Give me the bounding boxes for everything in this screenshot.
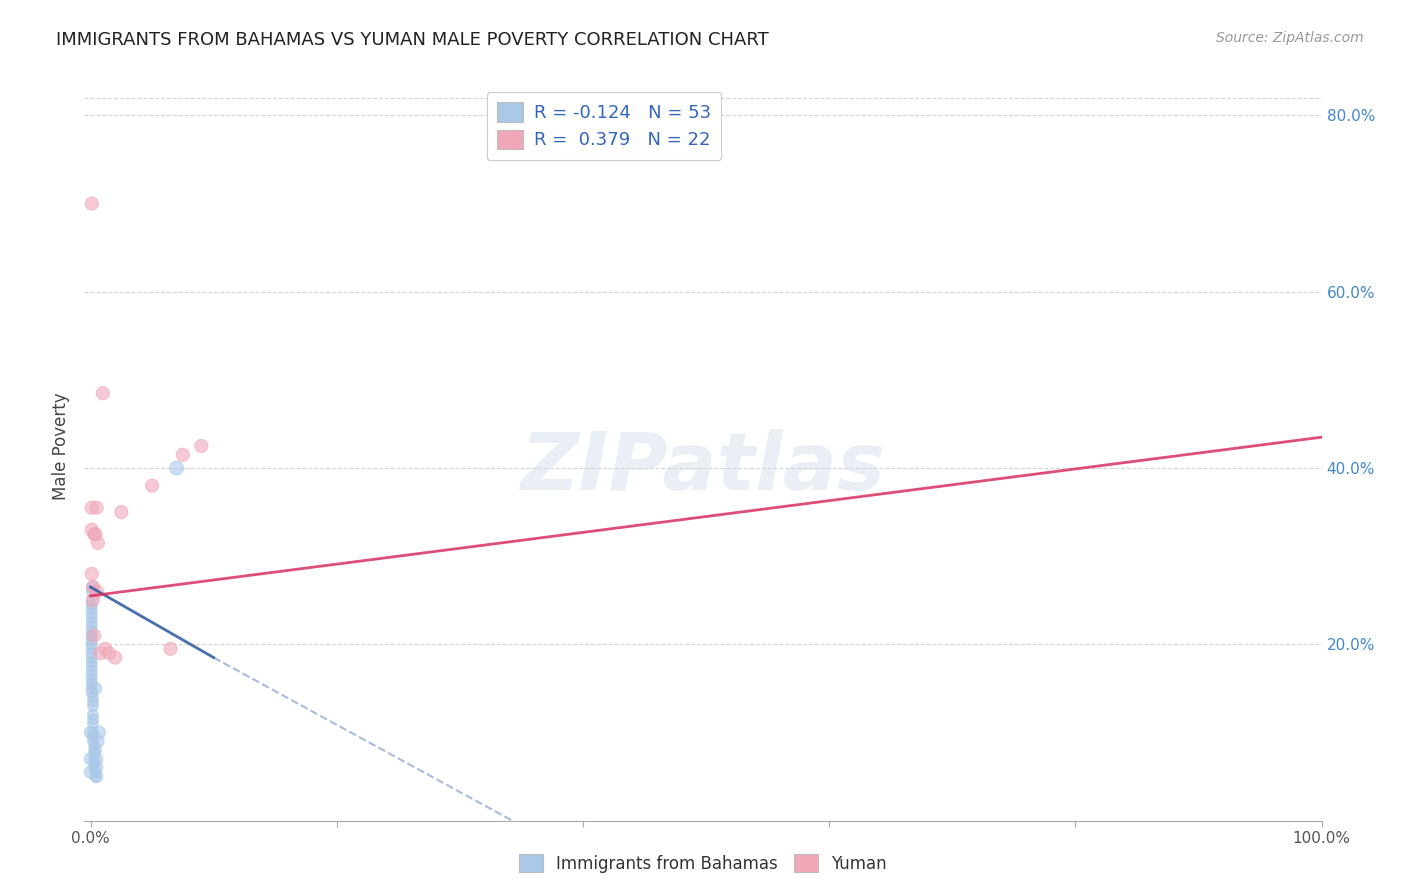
Point bbox=[91, 386, 114, 401]
Point bbox=[80, 624, 103, 639]
Point bbox=[80, 523, 103, 537]
Point bbox=[80, 646, 103, 660]
Point bbox=[84, 681, 107, 696]
Point bbox=[82, 712, 104, 726]
Point bbox=[84, 770, 107, 784]
Point bbox=[166, 461, 188, 475]
Point bbox=[84, 765, 107, 780]
Point bbox=[83, 743, 105, 757]
Point bbox=[80, 620, 103, 634]
Point bbox=[82, 707, 104, 722]
Point bbox=[82, 730, 104, 744]
Point bbox=[83, 527, 105, 541]
Point bbox=[80, 650, 103, 665]
Point bbox=[83, 747, 105, 762]
Point bbox=[79, 725, 101, 739]
Point bbox=[94, 641, 117, 656]
Legend: Immigrants from Bahamas, Yuman: Immigrants from Bahamas, Yuman bbox=[513, 847, 893, 880]
Point bbox=[159, 641, 181, 656]
Point bbox=[82, 734, 104, 748]
Point bbox=[86, 752, 108, 766]
Point bbox=[172, 448, 194, 462]
Point bbox=[89, 646, 111, 660]
Point bbox=[80, 632, 103, 647]
Point bbox=[104, 650, 127, 665]
Point bbox=[86, 500, 108, 515]
Point bbox=[83, 756, 105, 771]
Point bbox=[82, 716, 104, 731]
Y-axis label: Male Poverty: Male Poverty bbox=[52, 392, 70, 500]
Point bbox=[80, 566, 103, 581]
Point bbox=[80, 628, 103, 642]
Text: IMMIGRANTS FROM BAHAMAS VS YUMAN MALE POVERTY CORRELATION CHART: IMMIGRANTS FROM BAHAMAS VS YUMAN MALE PO… bbox=[56, 31, 769, 49]
Point bbox=[86, 584, 108, 599]
Point bbox=[86, 770, 108, 784]
Point bbox=[80, 655, 103, 669]
Point bbox=[80, 686, 103, 700]
Point bbox=[83, 752, 105, 766]
Point bbox=[80, 641, 103, 656]
Text: Source: ZipAtlas.com: Source: ZipAtlas.com bbox=[1216, 31, 1364, 45]
Point bbox=[79, 752, 101, 766]
Point bbox=[80, 196, 103, 211]
Point bbox=[86, 761, 108, 775]
Point bbox=[87, 734, 110, 748]
Point bbox=[110, 505, 132, 519]
Point bbox=[80, 659, 103, 673]
Point bbox=[84, 743, 107, 757]
Point bbox=[80, 615, 103, 630]
Point bbox=[82, 580, 104, 594]
Point bbox=[80, 593, 103, 607]
Point bbox=[82, 725, 104, 739]
Text: ZIPatlas: ZIPatlas bbox=[520, 429, 886, 508]
Point bbox=[98, 646, 121, 660]
Point bbox=[80, 637, 103, 651]
Point bbox=[80, 664, 103, 678]
Point bbox=[82, 580, 104, 594]
Point bbox=[141, 478, 163, 492]
Point bbox=[80, 584, 103, 599]
Point bbox=[80, 677, 103, 691]
Point bbox=[80, 681, 103, 696]
Point bbox=[80, 602, 103, 616]
Point bbox=[80, 598, 103, 612]
Point bbox=[82, 593, 104, 607]
Legend: R = -0.124   N = 53, R =  0.379   N = 22: R = -0.124 N = 53, R = 0.379 N = 22 bbox=[486, 92, 721, 161]
Point bbox=[87, 536, 110, 550]
Point bbox=[80, 500, 103, 515]
Point bbox=[83, 761, 105, 775]
Point bbox=[80, 628, 103, 642]
Point bbox=[82, 695, 104, 709]
Point bbox=[82, 690, 104, 705]
Point bbox=[80, 607, 103, 621]
Point bbox=[80, 668, 103, 682]
Point bbox=[82, 699, 104, 714]
Point bbox=[79, 765, 101, 780]
Point bbox=[84, 527, 107, 541]
Point bbox=[89, 725, 111, 739]
Point bbox=[83, 739, 105, 753]
Point bbox=[83, 628, 105, 642]
Point bbox=[80, 611, 103, 625]
Point bbox=[80, 673, 103, 687]
Point bbox=[190, 439, 212, 453]
